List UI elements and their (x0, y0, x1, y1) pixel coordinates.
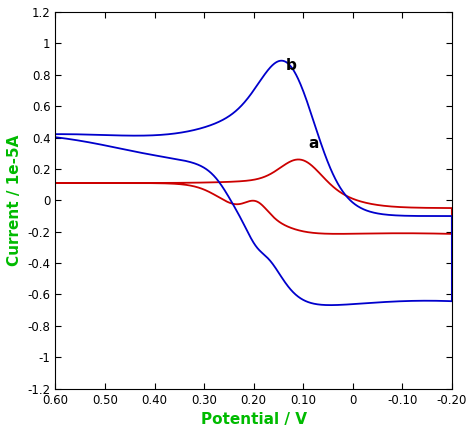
Text: a: a (308, 137, 319, 151)
Text: b: b (286, 58, 297, 73)
Y-axis label: Current / 1e-5A: Current / 1e-5A (7, 135, 22, 266)
X-axis label: Potential / V: Potential / V (201, 412, 307, 427)
